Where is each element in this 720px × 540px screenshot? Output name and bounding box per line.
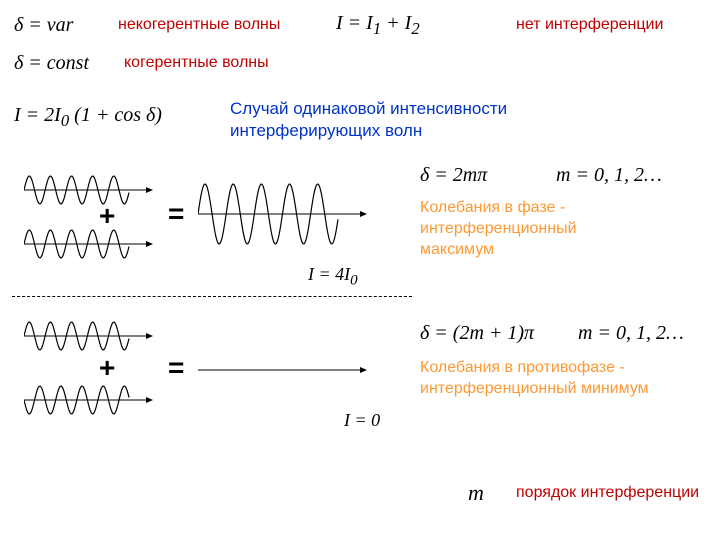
eq-intensity-general: I = 2I0 (1 + cos δ)	[14, 104, 162, 131]
wave-inphase-bottom	[24, 224, 154, 266]
label-interference-order: порядок интерференции	[516, 484, 699, 502]
eq-m-values-antiphase: m = 0, 1, 2…	[578, 322, 684, 345]
eq-delta-const: δ = const	[14, 52, 89, 75]
m-symbol: m	[468, 480, 484, 506]
wave-antiphase-top	[24, 316, 154, 358]
plus-icon: +	[99, 352, 115, 384]
wave-inphase-result	[198, 174, 368, 258]
eq-part: I = 4I	[308, 264, 350, 284]
eq-sub: 0	[350, 273, 358, 289]
eq-part: (1 + cos δ)	[74, 104, 162, 126]
equals-icon: =	[168, 198, 184, 230]
eq-sub: 1	[373, 19, 381, 38]
eq-delta-antiphase: δ = (2m + 1)π	[420, 322, 534, 345]
label-inphase-max: Колебания в фазе - интерференционный мак…	[420, 198, 650, 260]
eq-i-4i0: I = 4I0	[308, 264, 358, 290]
eq-sub: 2	[411, 19, 419, 38]
eq-intensity-sum: I = I1 + I2	[336, 12, 420, 39]
label-coherent: когерентные волны	[124, 54, 269, 72]
wave-antiphase-result	[198, 350, 368, 392]
heading-equal-intensity: Случай одинаковой интенсивности интерфер…	[230, 98, 560, 142]
wave-inphase-top	[24, 170, 154, 212]
label-no-interference: нет интерференции	[516, 16, 663, 34]
divider-dashed	[12, 296, 412, 297]
eq-delta-var: δ = var	[14, 14, 73, 37]
label-antiphase-min: Колебания в противофазе - интерференцион…	[420, 358, 670, 400]
eq-part: I = I	[336, 12, 373, 34]
eq-part: + I	[381, 12, 411, 34]
eq-part: I = 2I	[14, 104, 61, 126]
wave-antiphase-bottom	[24, 380, 154, 422]
eq-i-zero: I = 0	[344, 410, 380, 431]
eq-delta-inphase: δ = 2mπ	[420, 164, 487, 187]
eq-m-values-inphase: m = 0, 1, 2…	[556, 164, 662, 187]
equals-icon: =	[168, 352, 184, 384]
label-incoherent: некогерентные волны	[118, 16, 280, 34]
eq-sub: 0	[61, 111, 69, 130]
plus-icon: +	[99, 200, 115, 232]
